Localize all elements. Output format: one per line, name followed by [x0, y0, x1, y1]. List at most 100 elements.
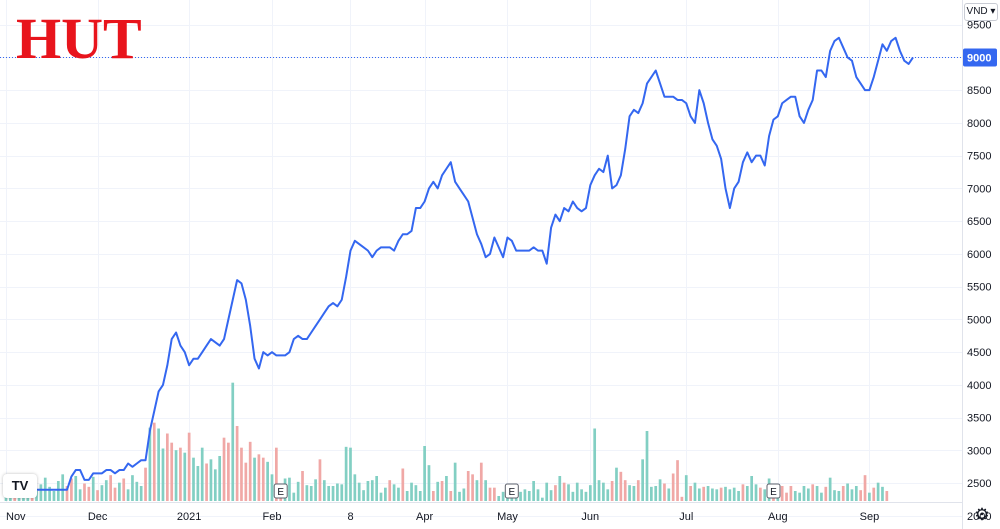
volume-bar: [48, 486, 51, 501]
currency-selector[interactable]: VND ▾: [964, 3, 998, 21]
volume-bar: [523, 489, 527, 501]
earnings-marker-box: [504, 483, 519, 499]
volume-bar: [689, 486, 692, 501]
volume-bar: [641, 459, 644, 501]
current-price-tag-bg: [963, 48, 997, 67]
volume-bar: [676, 460, 679, 501]
volume-bar: [139, 486, 143, 501]
volume-bar: [292, 492, 296, 501]
price-tick-label: 7000: [967, 183, 991, 195]
price-tick-label: 7500: [967, 151, 991, 163]
volume-bar: [418, 491, 422, 501]
volume-bar: [619, 471, 623, 501]
volume-bar: [266, 461, 269, 501]
volume-bar: [785, 492, 788, 501]
volume-bar: [322, 480, 326, 501]
volume-bar: [78, 489, 82, 501]
earnings-marker-box: [766, 483, 781, 499]
volume-bar: [588, 485, 592, 501]
price-tick-label: 6000: [967, 249, 991, 261]
time-tick-label: Nov: [6, 511, 26, 523]
volume-bar: [126, 489, 130, 501]
volume-bar: [379, 492, 383, 501]
volume-bar: [270, 474, 274, 501]
volume-bar: [453, 462, 457, 501]
volume-bar: [187, 432, 191, 501]
volume-bar: [628, 485, 631, 501]
volume-bar: [828, 477, 832, 501]
volume-bar: [235, 426, 239, 501]
volume-bar: [488, 487, 492, 501]
volume-bar: [449, 491, 453, 501]
volume-bar: [118, 482, 121, 501]
volume-bar: [296, 481, 300, 501]
volume-bar: [711, 488, 714, 501]
volume-bar: [314, 479, 317, 501]
volume-bar: [833, 490, 836, 501]
volume-bar: [724, 486, 727, 501]
volume-bar: [846, 483, 849, 501]
volume-bar: [388, 480, 392, 501]
volume-bar: [301, 471, 304, 501]
time-tick-label: Jun: [581, 511, 599, 523]
volume-bar: [654, 486, 658, 501]
volume-bar: [575, 482, 579, 501]
volume-bar: [719, 487, 723, 501]
volume-bar: [593, 428, 597, 501]
volume-bar: [881, 486, 884, 501]
volume-bar: [148, 427, 152, 501]
volume-bar: [344, 446, 348, 501]
volume-bar: [340, 484, 344, 501]
volume-bar: [645, 431, 649, 501]
volume-bar: [610, 481, 614, 501]
volume-bar: [431, 491, 435, 501]
volume-bar: [567, 484, 570, 501]
volume-bar: [362, 490, 365, 501]
volume-bar: [859, 490, 863, 501]
volume-bar: [606, 489, 610, 501]
volume-bar: [414, 485, 418, 501]
volume-bar: [493, 487, 496, 501]
volume-bar: [257, 454, 261, 501]
volume-bar: [427, 465, 431, 501]
volume-bar: [309, 486, 313, 501]
volume-bar: [253, 457, 256, 501]
volume-bar: [440, 481, 444, 501]
volume-bar: [135, 481, 139, 501]
volume-bar: [706, 486, 710, 501]
volume-bar: [815, 486, 819, 501]
volume-bar: [213, 469, 217, 501]
volume-bar: [91, 476, 95, 501]
volume-bar: [131, 475, 134, 501]
volume-bar: [554, 485, 557, 501]
earnings-marker: E: [766, 483, 781, 499]
volume-bar: [479, 462, 483, 501]
volume-bar: [484, 480, 488, 501]
volume-bar: [410, 482, 413, 501]
volume-bar: [331, 486, 335, 501]
volume-bar: [462, 488, 466, 501]
volume-bar: [737, 491, 740, 501]
time-tick-label: Feb: [263, 511, 282, 523]
volume-bar: [802, 486, 806, 501]
gear-icon[interactable]: ⚙: [974, 505, 990, 524]
volume-bar: [196, 466, 200, 501]
volume-bar: [663, 483, 666, 501]
volume-bar: [244, 462, 248, 501]
volume-bar: [837, 491, 841, 501]
volume-bar: [702, 486, 706, 501]
price-tick-label: 2000: [967, 511, 991, 523]
tradingview-logo[interactable]: TV: [3, 474, 37, 498]
price-tick-label: 9500: [967, 20, 991, 32]
volume-bar: [100, 485, 104, 501]
volume-bar: [222, 437, 226, 501]
volume-bar: [732, 487, 736, 501]
volume-bar: [327, 486, 331, 501]
volume-bar: [109, 475, 112, 501]
volume-bar: [39, 484, 43, 501]
volume-bar: [745, 486, 749, 501]
volume-bar: [161, 448, 165, 501]
volume-bar: [741, 484, 745, 501]
chart-title: HUT: [16, 6, 142, 71]
